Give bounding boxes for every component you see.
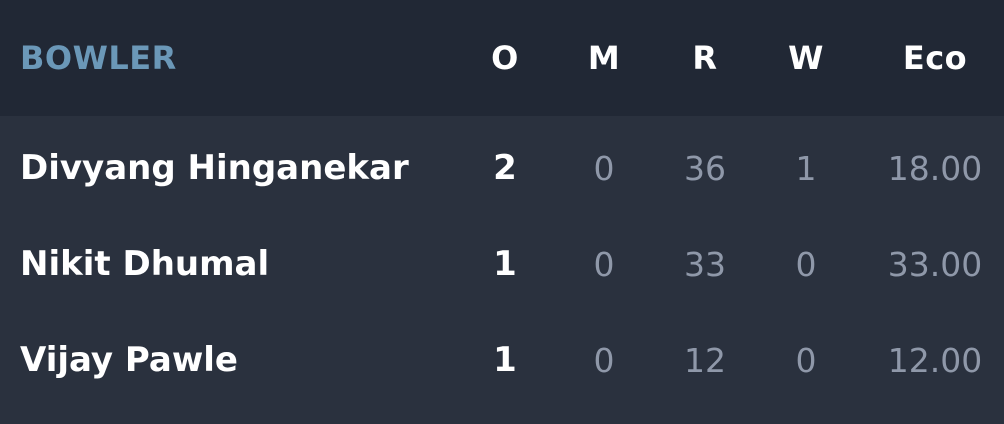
runs-value: 33 [684,244,726,284]
table-row: Nikit Dhumal 1 0 33 0 33.00 [0,216,1004,312]
header-overs: O [491,39,519,77]
economy-value: 12.00 [887,340,983,380]
header-runs: R [692,39,718,77]
maidens-value: 0 [593,244,615,284]
bowler-name: Vijay Pawle [20,340,238,380]
bowler-name: Nikit Dhumal [20,244,270,284]
maidens-value: 0 [593,148,615,188]
header-wickets: W [788,39,824,77]
header-maidens: M [587,39,621,77]
economy-value: 33.00 [887,244,983,284]
economy-value: 18.00 [887,148,983,188]
header-economy: Eco [902,39,968,77]
overs-value: 1 [493,340,517,380]
runs-value: 12 [684,340,726,380]
overs-value: 1 [493,244,517,284]
header-bowler: BOWLER [20,39,177,77]
table-row: Divyang Hinganekar 2 0 36 1 18.00 [0,120,1004,216]
wickets-value: 0 [795,244,817,284]
wickets-value: 0 [795,340,817,380]
overs-value: 2 [493,148,517,188]
runs-value: 36 [684,148,726,188]
bowler-name: Divyang Hinganekar [20,148,409,188]
table-header: BOWLER O M R W Eco [0,0,1004,116]
table-row: Vijay Pawle 1 0 12 0 12.00 [0,312,1004,408]
maidens-value: 0 [593,340,615,380]
wickets-value: 1 [795,148,817,188]
